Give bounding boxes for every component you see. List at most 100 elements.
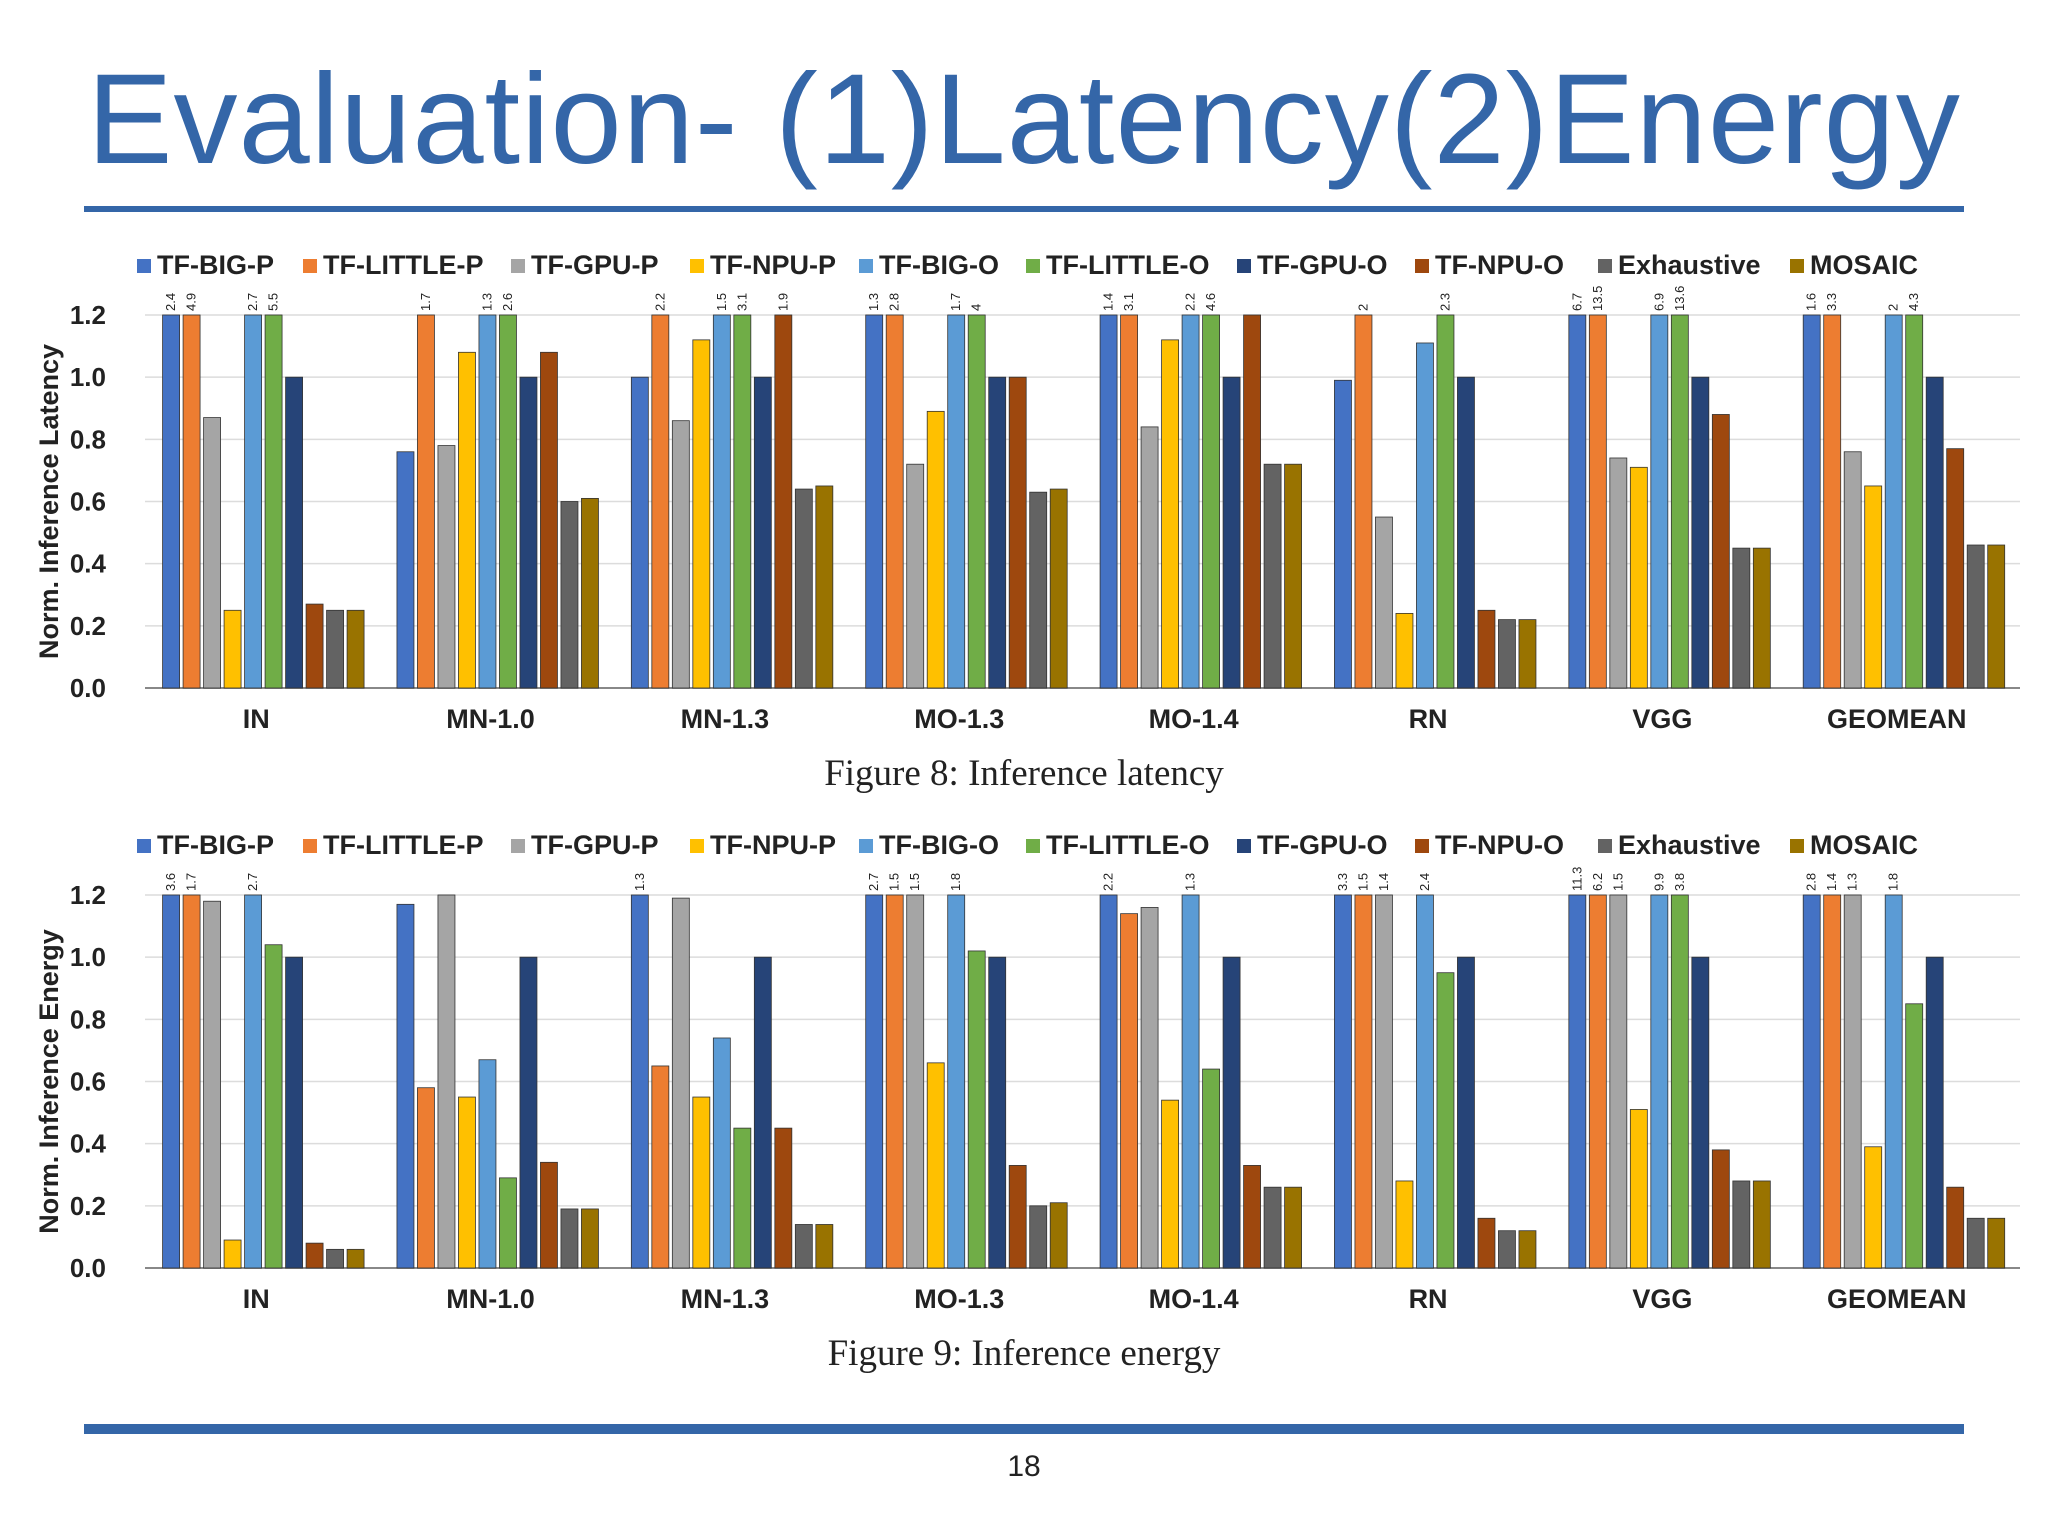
x-tick-label: MN-1.0	[446, 704, 535, 734]
bar	[162, 894, 180, 1269]
bar	[1691, 956, 1710, 1269]
x-tick-label: MO-1.4	[1149, 704, 1239, 734]
bar	[285, 376, 303, 689]
bar-overflow-label: 4.9	[184, 293, 199, 311]
bar	[815, 485, 834, 689]
legend-swatch	[1598, 839, 1612, 853]
x-tick-label: MN-1.3	[681, 1284, 770, 1314]
bar	[906, 463, 925, 689]
bar	[1691, 376, 1710, 689]
legend-swatch	[859, 839, 873, 853]
bar	[1334, 379, 1352, 689]
bar	[1843, 451, 1862, 689]
y-tick-label: 0.8	[70, 424, 106, 454]
bar-overflow-label: 1.7	[948, 293, 963, 311]
bar	[733, 314, 752, 689]
legend-label: TF-BIG-O	[879, 250, 999, 280]
bar-overflow-label: 1.5	[1355, 873, 1370, 891]
bar	[326, 609, 344, 689]
bar-overflow-label: 1.8	[948, 873, 963, 891]
legend-label: TF-GPU-P	[531, 250, 659, 280]
bars: 3.6 1.7 2.7 IN MN-1.0 1.3 MN-1.3 2.7 1.5 1.5 1.8 MO…	[162, 867, 2006, 1314]
y-tick-label: 0.0	[70, 673, 106, 703]
bar	[1568, 894, 1587, 1269]
title-underline	[84, 206, 1964, 212]
bar	[1049, 488, 1068, 689]
y-tick-label: 1.0	[70, 942, 106, 972]
bar	[1864, 485, 1883, 689]
y-axis-label: Norm. Inference Energy	[34, 929, 64, 1234]
bar	[244, 894, 262, 1269]
bar-overflow-label: 1.6	[1804, 293, 1819, 311]
bar-overflow-label: 5.5	[266, 293, 281, 311]
bar-overflow-label: 3.1	[1121, 293, 1136, 311]
bar-group: 3.3 1.5 1.4 2.4	[1334, 873, 1537, 1269]
bar	[671, 897, 690, 1269]
bar	[458, 1096, 476, 1269]
bar	[794, 488, 813, 689]
legend-label: TF-LITTLE-P	[323, 830, 483, 860]
bar	[1966, 544, 1985, 689]
y-tick-label: 0.4	[70, 549, 107, 579]
bar	[1498, 619, 1516, 689]
bar-group: 1.4 3.1 2.2 4.6	[1099, 293, 1302, 689]
legend: TF-BIG-P TF-LITTLE-P TF-GPU-P TF-NPU-P TF-BI…	[137, 250, 1918, 280]
bar-overflow-label: 1.9	[775, 293, 790, 311]
bar-overflow-label: 2.2	[1183, 293, 1198, 311]
legend-label: Exhaustive	[1618, 250, 1761, 280]
bar-overflow-label: 3.3	[1335, 873, 1350, 891]
bar-overflow-label: 2.4	[163, 293, 178, 311]
bar	[926, 1062, 945, 1269]
legend-swatch	[1026, 259, 1040, 273]
bar	[1711, 1149, 1730, 1269]
bar	[1284, 463, 1302, 689]
bar	[223, 1239, 242, 1269]
bar	[1099, 314, 1118, 689]
bar-overflow-label: 2.6	[500, 293, 515, 311]
bar	[1732, 1180, 1751, 1269]
bar	[1120, 314, 1138, 689]
bar	[947, 894, 966, 1269]
bar	[1416, 894, 1434, 1269]
legend-swatch	[859, 259, 873, 273]
bar-group: 1.3 2.8 1.7 4	[865, 293, 1068, 689]
page-number: 18	[1007, 1450, 1041, 1483]
legend-label: TF-BIG-P	[157, 250, 274, 280]
bar	[1140, 907, 1159, 1269]
bar	[396, 903, 415, 1269]
bar	[1263, 463, 1282, 689]
bar	[1375, 516, 1393, 689]
legend-swatch	[1790, 259, 1804, 273]
y-tick-label: 1.2	[70, 300, 106, 330]
bar	[1843, 894, 1862, 1269]
bar	[346, 1248, 365, 1269]
bar	[499, 1177, 517, 1269]
bar-group: 2.4 4.9 2.7 5.5	[162, 293, 365, 689]
legend-label: Exhaustive	[1618, 830, 1761, 860]
legend-label: TF-NPU-P	[710, 250, 836, 280]
bar	[437, 445, 456, 689]
x-tick-label: GEOMEAN	[1827, 704, 1967, 734]
y-tick-label: 1.0	[70, 362, 106, 392]
legend-label: TF-GPU-O	[1257, 830, 1387, 860]
bar	[244, 314, 262, 689]
bar	[1966, 1217, 1985, 1269]
bar	[671, 420, 690, 689]
bar	[437, 894, 456, 1269]
legend-label: TF-LITTLE-O	[1046, 250, 1209, 280]
bar	[1202, 1068, 1220, 1269]
legend-label: TF-LITTLE-P	[323, 250, 483, 280]
bar-overflow-label: 2	[1355, 304, 1370, 311]
bar	[1568, 314, 1587, 689]
bar	[692, 339, 711, 689]
bar-overflow-label: 6.2	[1590, 873, 1605, 891]
bar	[906, 894, 925, 1269]
legend-swatch	[137, 839, 151, 853]
bar	[581, 497, 599, 689]
y-tick-label: 0.4	[70, 1129, 107, 1159]
legend-swatch	[1415, 839, 1429, 853]
bar-overflow-label: 1.8	[1886, 873, 1901, 891]
bar-overflow-label: 1.3	[866, 293, 881, 311]
bar-overflow-label: 2.8	[887, 293, 902, 311]
bar	[1284, 1186, 1302, 1269]
